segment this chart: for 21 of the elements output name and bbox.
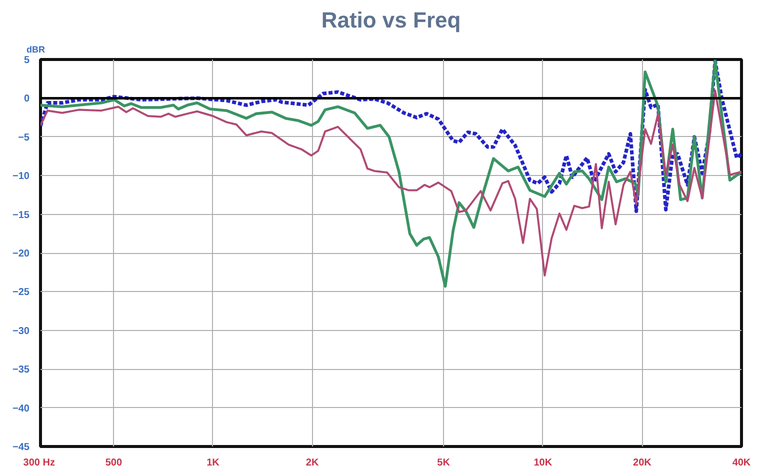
y-tick-label: −45 <box>12 442 30 453</box>
y-tick-label: −10 <box>12 171 30 182</box>
y-tick-label: −35 <box>12 364 30 376</box>
chart-title: Ratio vs Freq <box>321 8 461 32</box>
x-tick-label: 40K <box>732 458 752 468</box>
x-tick-label: 20K <box>633 458 652 468</box>
y-tick-label: −40 <box>12 403 30 414</box>
x-tick-label: 10K <box>534 458 553 468</box>
y-axis-title: dBR <box>26 44 46 54</box>
x-tick-label: 1K <box>206 458 220 468</box>
x-tick-label: 5K <box>437 458 451 468</box>
y-tick-label: −15 <box>12 210 30 221</box>
y-tick-label: 0 <box>24 94 30 105</box>
y-tick-label: −5 <box>18 132 30 144</box>
x-tick-label: 2K <box>306 458 320 468</box>
y-tick-label: −20 <box>12 248 30 260</box>
x-tick-label: 300 Hz <box>23 458 55 468</box>
y-tick-label: 5 <box>24 55 30 66</box>
y-tick-label: −25 <box>12 287 30 298</box>
y-tick-label: −30 <box>12 326 30 337</box>
x-tick-label: 500 <box>105 458 122 468</box>
